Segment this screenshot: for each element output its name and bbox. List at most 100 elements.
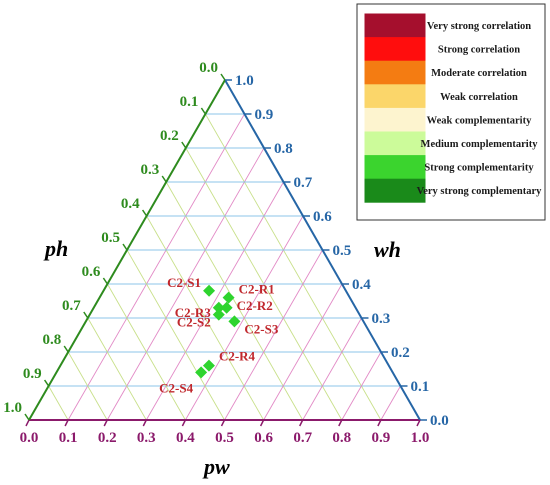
data-point-label: C2-S2 <box>177 315 211 330</box>
legend-label: Medium complementarity <box>421 139 539 150</box>
tick-label-pw: 0.2 <box>98 430 117 446</box>
grid-line-pw <box>263 283 343 421</box>
tick-mark-ph <box>83 311 89 319</box>
grid-line-pw <box>341 351 382 421</box>
data-point-marker <box>228 315 241 328</box>
tick-label-pw: 0.6 <box>254 430 273 446</box>
tick-label-ph: 0.4 <box>121 196 140 212</box>
tick-mark-ph <box>24 413 30 421</box>
grid-line-ph <box>107 283 186 421</box>
tick-label-wh: 0.8 <box>274 141 293 157</box>
legend-label: Weak correlation <box>440 92 518 103</box>
legend-label: Very strong complementary <box>417 186 543 197</box>
tick-mark-pw <box>220 419 226 427</box>
legend-label: Very strong correlation <box>427 21 531 32</box>
tick-label-pw: 0.5 <box>215 430 234 446</box>
tick-mark-ph <box>141 209 148 217</box>
legend-swatch <box>364 131 426 156</box>
data-point-marker <box>222 291 235 304</box>
data-point-label: C2-S3 <box>244 321 278 336</box>
tick-label-pw: 0.0 <box>20 430 39 446</box>
data-point-label: C2-R2 <box>237 298 273 313</box>
data-point-label: C2-R1 <box>239 282 275 297</box>
legend-label: Weak complementarity <box>427 115 532 126</box>
tick-label-wh: 0.5 <box>333 243 352 259</box>
grid-line-pw <box>145 181 284 421</box>
grid-line-pw <box>380 385 401 421</box>
legend-swatch <box>364 60 426 85</box>
grid-line-ph <box>165 181 304 421</box>
axis-title-pw: pw <box>202 454 230 479</box>
legend: Very strong correlation Strong correlatio… <box>356 3 546 221</box>
tick-mark-pw <box>338 419 343 427</box>
data-point-marker <box>220 301 233 314</box>
grid-line-pw <box>67 113 245 421</box>
tick-mark-ph <box>122 243 128 251</box>
legend-swatch <box>364 107 426 132</box>
tick-label-ph: 0.5 <box>101 230 120 246</box>
tick-mark-ph <box>102 277 109 285</box>
tick-label-pw: 0.3 <box>137 430 156 446</box>
data-points: C2-S1 C2-R1 C2-R3 C2-R2 C2-S2 C2-S3 C2-R4 C2-S4 <box>159 275 279 396</box>
tick-label-wh: 1.0 <box>235 73 254 89</box>
tick-label-pw: 0.8 <box>332 430 351 446</box>
tick-label-pw: 0.4 <box>176 430 195 446</box>
tick-mark-pw <box>377 419 382 427</box>
grid-line-ph <box>48 385 69 421</box>
axis-ticks: 0.0 0.0 0.0 0.1 0.1 0.1 0.2 0.2 0.2 0.3 0.3 0.3 0.4 0… <box>3 60 449 446</box>
tick-label-wh: 0.2 <box>391 345 410 361</box>
grid <box>48 113 401 421</box>
tick-label-wh: 0.3 <box>372 311 391 327</box>
tick-label-ph: 0.3 <box>140 162 159 178</box>
tick-label-ph: 1.0 <box>3 400 22 416</box>
tick-mark-ph <box>220 73 226 81</box>
tick-mark-pw <box>25 419 30 427</box>
tick-label-wh: 0.9 <box>255 107 274 123</box>
tick-label-pw: 0.9 <box>372 430 391 446</box>
tick-mark-pw <box>299 419 304 427</box>
tick-mark-ph <box>43 379 50 387</box>
data-point-marker <box>202 359 215 372</box>
data-point-marker <box>212 301 225 314</box>
legend-swatch <box>364 13 426 38</box>
tick-label-ph: 0.8 <box>42 332 61 348</box>
tick-label-pw: 0.1 <box>59 430 78 446</box>
tick-label-wh: 0.0 <box>430 413 449 429</box>
tick-label-pw: 1.0 <box>411 430 430 446</box>
grid-line-pw <box>302 317 362 421</box>
data-point-label: C2-R3 <box>175 305 212 320</box>
legend-swatch <box>364 178 426 203</box>
data-point-label: C2-S4 <box>159 380 193 395</box>
tick-mark-ph <box>200 107 207 115</box>
tick-mark-ph <box>161 175 167 183</box>
tick-mark-ph <box>181 141 187 149</box>
grid-line-ph <box>67 351 108 421</box>
grid-line-ph <box>87 317 147 421</box>
legend-label: Moderate correlation <box>431 68 527 79</box>
grid-line-ph <box>205 113 382 421</box>
tick-mark-pw <box>416 419 421 427</box>
axis-title-wh: wh <box>374 237 401 262</box>
tick-mark-pw <box>259 419 265 427</box>
tick-label-ph: 0.0 <box>199 60 218 76</box>
tick-label-pw: 0.7 <box>293 430 312 446</box>
data-point-marker <box>195 366 208 379</box>
tick-label-ph: 0.6 <box>82 264 101 280</box>
legend-swatch <box>364 84 426 109</box>
tick-mark-pw <box>181 419 187 427</box>
data-point-label: C2-R4 <box>219 349 256 364</box>
tick-mark-pw <box>142 419 147 427</box>
legend-label: Strong complementarity <box>424 163 534 174</box>
grid-line-ph <box>126 249 225 421</box>
tick-mark-pw <box>103 419 108 427</box>
tick-label-wh: 0.6 <box>313 209 332 225</box>
data-point-marker <box>203 284 216 297</box>
tick-label-wh: 0.1 <box>411 379 430 395</box>
tick-label-wh: 0.4 <box>352 277 371 293</box>
axis-titles: ph wh pw <box>43 236 401 479</box>
tick-label-ph: 0.7 <box>62 298 81 314</box>
tick-label-ph: 0.1 <box>180 94 199 110</box>
tick-mark-pw <box>64 419 69 427</box>
legend-label: Strong correlation <box>438 45 520 56</box>
